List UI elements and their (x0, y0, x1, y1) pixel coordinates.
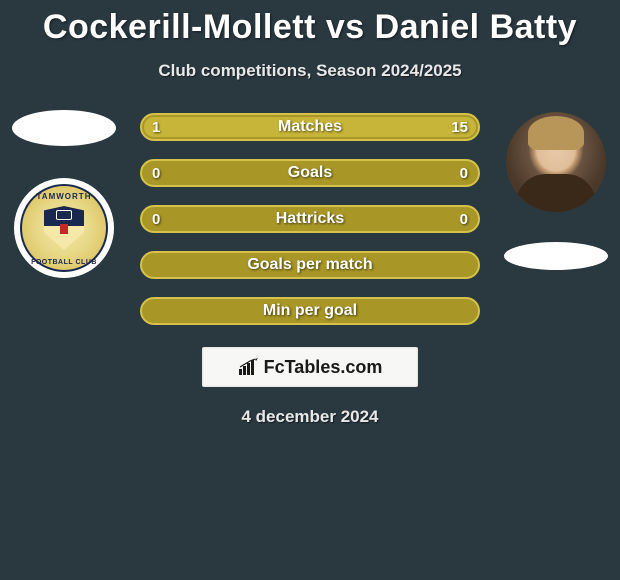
stat-label: Goals per match (247, 256, 372, 274)
stat-left-value: 1 (152, 119, 160, 136)
stat-label: Goals (288, 164, 332, 182)
stat-left-value: 0 (152, 165, 160, 182)
stat-bar: Min per goal (140, 297, 480, 325)
stat-right-value: 0 (460, 211, 468, 228)
chart-icon (238, 358, 260, 376)
page-subtitle: Club competitions, Season 2024/2025 (0, 61, 620, 81)
stat-bar: 0 Goals 0 (140, 159, 480, 187)
stat-label: Hattricks (276, 210, 344, 228)
stat-label: Matches (278, 118, 342, 136)
stat-bar: 0 Hattricks 0 (140, 205, 480, 233)
stats-area: 1 Matches 15 0 Goals 0 0 Hattricks 0 Goals per ma… (0, 113, 620, 325)
footer-date: 4 december 2024 (0, 407, 620, 427)
stat-bar: 1 Matches 15 (140, 113, 480, 141)
stat-left-value: 0 (152, 211, 160, 228)
stat-bar: Goals per match (140, 251, 480, 279)
stat-right-value: 15 (451, 119, 468, 136)
stat-right-value: 0 (460, 165, 468, 182)
watermark: FcTables.com (202, 347, 418, 387)
page-title: Cockerill-Mollett vs Daniel Batty (0, 0, 620, 47)
watermark-text: FcTables.com (264, 357, 383, 378)
stat-label: Min per goal (263, 302, 357, 320)
